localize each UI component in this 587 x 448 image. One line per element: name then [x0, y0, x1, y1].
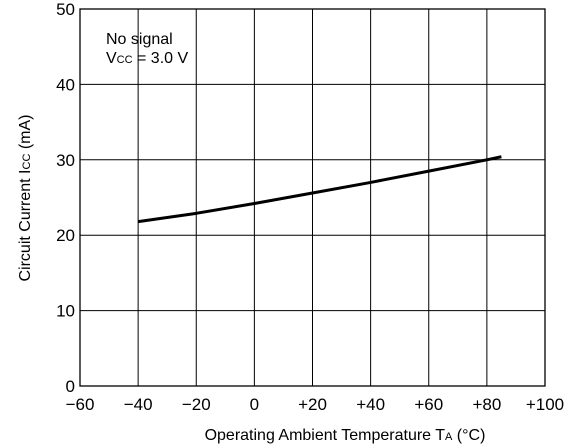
y-tick-label: 30 [56, 151, 75, 170]
x-tick-label: +60 [414, 395, 443, 414]
annotation-no-signal: No signal [106, 31, 173, 48]
plot-frame [79, 8, 546, 387]
y-tick-label: 0 [66, 377, 75, 396]
x-tick-labels: −60 −40 −20 0 +20 +40 +60 +80 +100 [66, 395, 565, 414]
x-axis-title: Operating Ambient Temperature TA (°C) [205, 427, 486, 444]
x-tick-label: 0 [250, 395, 259, 414]
y-tick-label: 40 [56, 75, 75, 94]
series-layer [137, 155, 502, 224]
y-tick-label: 50 [56, 0, 75, 19]
x-tick-label: −60 [66, 395, 95, 414]
x-tick-label: −20 [182, 395, 211, 414]
x-tick-label: +100 [526, 395, 564, 414]
y-tick-label: 20 [56, 226, 75, 245]
y-axis-title-main: Circuit Current I [17, 169, 34, 281]
grid [80, 9, 545, 386]
x-axis-title-sub: A [445, 431, 453, 443]
x-tick-label: +40 [356, 395, 385, 414]
y-tick-label: 10 [56, 302, 75, 321]
y-tick-labels: 0 10 20 30 40 50 [56, 0, 75, 396]
y-axis-title: Circuit Current ICC (mA) [17, 114, 34, 281]
series-line-circuit-current [137, 155, 502, 224]
x-axis-title-unit: (°C) [452, 427, 485, 444]
x-tick-label: −40 [124, 395, 153, 414]
annotation-vcc-rest: = 3.0 V [133, 50, 189, 67]
y-axis-title-sub: CC [21, 154, 33, 170]
x-tick-label: +80 [472, 395, 501, 414]
y-axis-title-unit: (mA) [17, 114, 34, 153]
annotation-vcc-main: V [106, 50, 117, 67]
annotation-vcc-sub: CC [117, 54, 133, 66]
x-axis-title-main: Operating Ambient Temperature T [205, 427, 446, 444]
x-tick-label: +20 [298, 395, 327, 414]
annotation-vcc: VCC = 3.0 V [106, 50, 188, 67]
